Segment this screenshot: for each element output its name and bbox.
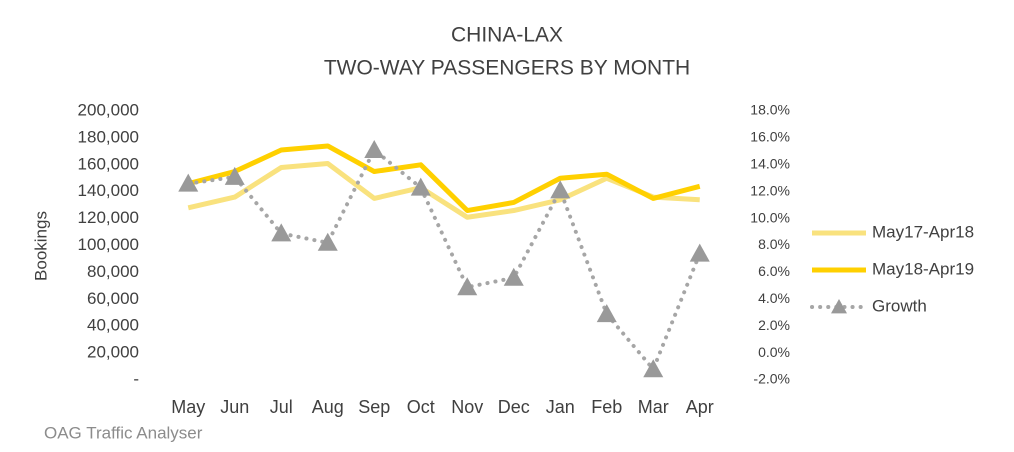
y-tick-label: 140,000: [78, 181, 139, 200]
chart-title: CHINA-LAX: [451, 24, 563, 47]
y-tick-label: 100,000: [78, 235, 139, 254]
y-tick-label: 200,000: [78, 100, 139, 119]
y2-tick-label: 18.0%: [750, 102, 790, 118]
y-tick-label: 40,000: [87, 316, 139, 335]
x-tick-label: Jul: [270, 397, 293, 417]
y-tick-label: 80,000: [87, 262, 139, 281]
legend-label: May18-Apr19: [872, 259, 974, 278]
x-tick-label: Aug: [312, 397, 344, 417]
source: OAG Traffic Analyser: [44, 423, 203, 442]
series-line: [187, 143, 701, 214]
series-marker: [643, 359, 664, 378]
y2-tick-label: 10.0%: [750, 209, 790, 225]
x-tick-label: Jun: [220, 397, 249, 417]
legend-label: Growth: [872, 296, 927, 315]
y2-tick-label: 0.0%: [758, 344, 790, 360]
series-marker: [271, 223, 292, 242]
series-marker: [596, 304, 617, 323]
y-tick-label: 20,000: [87, 343, 139, 362]
series-marker: [457, 277, 478, 296]
series-marker: [364, 140, 385, 159]
chart-subtitle: TWO-WAY PASSENGERS BY MONTH: [324, 57, 690, 80]
y-tick-label: 180,000: [78, 127, 139, 146]
series-marker: [317, 232, 338, 251]
y2-tick-label: -2.0%: [753, 371, 790, 387]
legend-marker: [831, 299, 847, 314]
x-tick-label: Nov: [451, 397, 483, 417]
x-tick-label: Feb: [591, 397, 622, 417]
y2-tick-label: 16.0%: [750, 129, 790, 145]
y2-tick-label: 4.0%: [758, 290, 790, 306]
series-marker: [550, 180, 571, 199]
x-tick-label: Apr: [686, 397, 714, 417]
y-tick-label: 120,000: [78, 208, 139, 227]
x-tick-label: Mar: [638, 397, 669, 417]
y-tick-label: -: [133, 369, 139, 388]
series-marker: [689, 243, 710, 262]
y2-tick-label: 14.0%: [750, 156, 790, 172]
y-tick-label: 60,000: [87, 289, 139, 308]
x-tick-label: May: [171, 397, 205, 417]
series-line: [187, 160, 700, 220]
series-marker: [503, 267, 524, 286]
series-marker: [410, 177, 431, 196]
y2-tick-label: 2.0%: [758, 317, 790, 333]
legend-label: May17-Apr18: [872, 222, 974, 241]
x-tick-label: Jan: [546, 397, 575, 417]
y-axis-label: Bookings: [31, 211, 50, 281]
y2-tick-label: 12.0%: [750, 182, 790, 198]
series-marker: [224, 166, 245, 185]
y2-tick-label: 6.0%: [758, 263, 790, 279]
x-tick-label: Oct: [407, 397, 435, 417]
y-tick-label: 160,000: [78, 154, 139, 173]
y2-tick-label: 8.0%: [758, 236, 790, 252]
series-marker: [178, 173, 199, 192]
x-tick-label: Sep: [358, 397, 390, 417]
x-tick-label: Dec: [498, 397, 530, 417]
